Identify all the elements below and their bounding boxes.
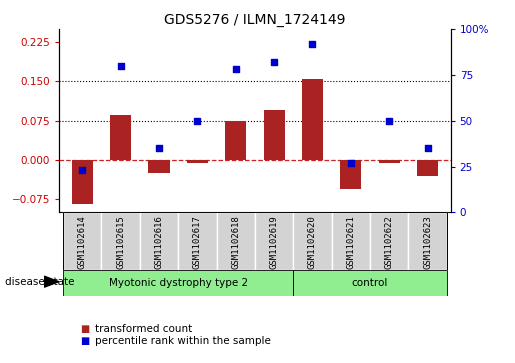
Text: GSM1102616: GSM1102616 (154, 216, 163, 269)
Bar (178, 212, 216, 270)
Bar (140, 212, 178, 270)
Bar (379, 160, 400, 163)
Bar (302, 79, 323, 160)
Text: percentile rank within the sample: percentile rank within the sample (95, 336, 271, 346)
Point (116, 63, 125, 69)
Bar (332, 212, 370, 270)
Point (155, 145, 163, 151)
Bar (225, 121, 246, 160)
Bar (216, 212, 255, 270)
Text: GSM1102621: GSM1102621 (347, 216, 355, 269)
Bar (417, 160, 438, 176)
Text: GSM1102622: GSM1102622 (385, 216, 394, 269)
Bar (264, 110, 285, 160)
Point (347, 160, 355, 166)
Point (270, 59, 278, 65)
Bar (72, 160, 93, 204)
Text: disease state: disease state (5, 277, 75, 287)
Text: Myotonic dystrophy type 2: Myotonic dystrophy type 2 (109, 278, 248, 288)
Text: GSM1102619: GSM1102619 (270, 216, 279, 269)
Text: GSM1102623: GSM1102623 (423, 216, 432, 269)
Bar (101, 212, 140, 270)
Text: ■: ■ (80, 323, 89, 334)
Bar (255, 212, 294, 270)
Bar (187, 160, 208, 163)
Text: GSM1102618: GSM1102618 (231, 216, 240, 269)
Bar (110, 115, 131, 160)
Text: control: control (352, 278, 388, 288)
Polygon shape (44, 276, 59, 287)
Text: ■: ■ (80, 336, 89, 346)
Bar (408, 212, 447, 270)
Bar (294, 270, 447, 296)
Text: GSM1102615: GSM1102615 (116, 216, 125, 269)
Title: GDS5276 / ILMN_1724149: GDS5276 / ILMN_1724149 (164, 13, 346, 26)
Bar (370, 212, 408, 270)
Bar (63, 212, 101, 270)
Point (423, 145, 432, 151)
Text: transformed count: transformed count (95, 323, 193, 334)
Point (308, 41, 317, 46)
Point (385, 118, 393, 123)
Bar (340, 160, 362, 189)
Point (193, 118, 201, 123)
Bar (294, 212, 332, 270)
Text: GSM1102620: GSM1102620 (308, 216, 317, 269)
Text: GSM1102617: GSM1102617 (193, 216, 202, 269)
Bar (148, 160, 169, 173)
Point (78, 167, 87, 173)
Text: GSM1102614: GSM1102614 (78, 216, 87, 269)
Bar (63, 270, 294, 296)
Point (232, 66, 240, 72)
